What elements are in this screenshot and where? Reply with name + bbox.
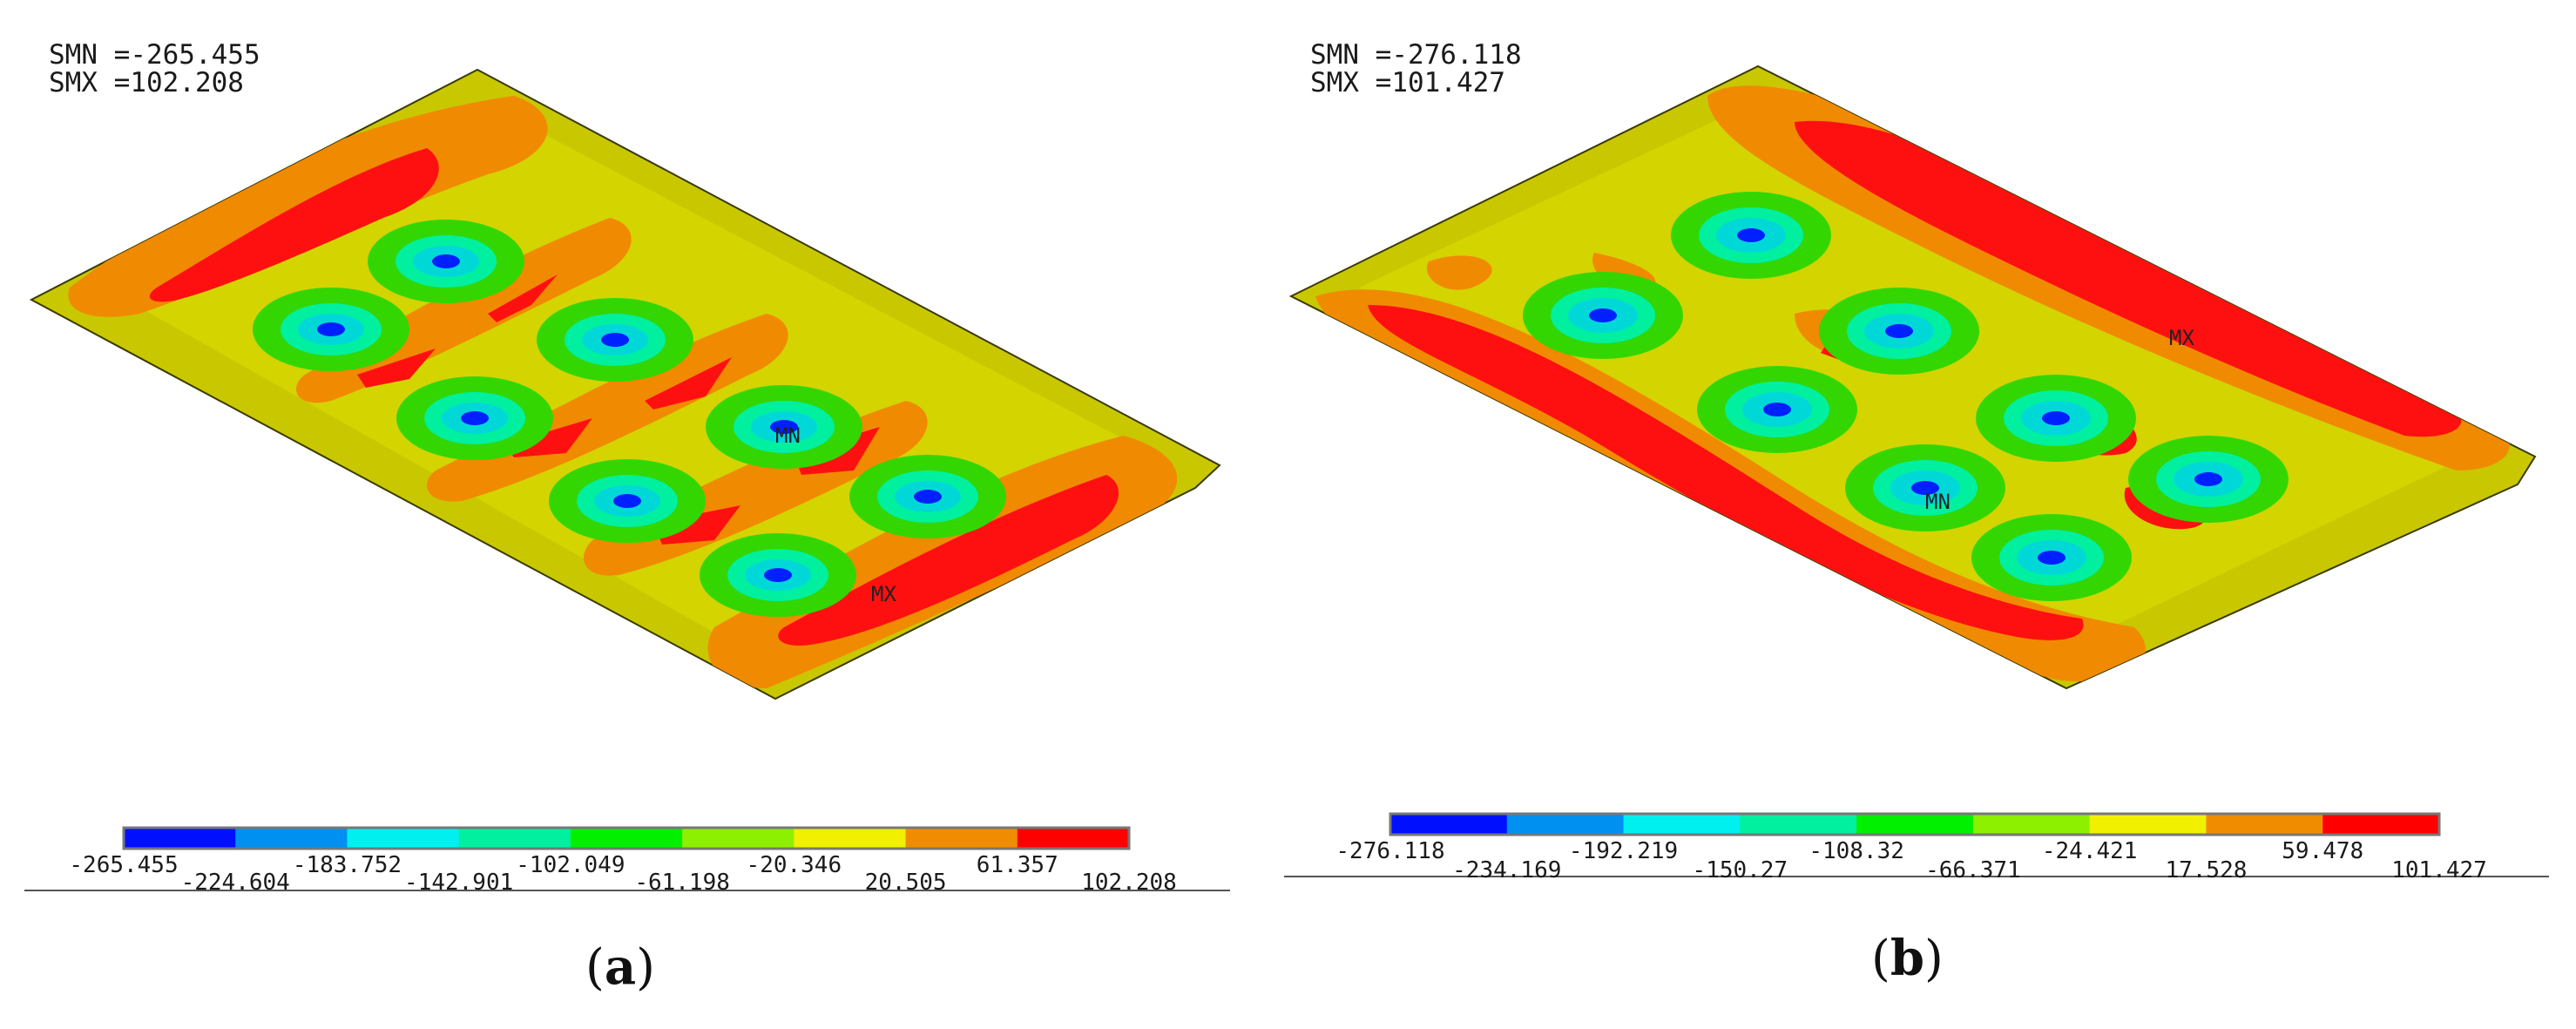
colorbar — [1389, 812, 2441, 836]
colorbar-tick-label: 101.427 — [2391, 857, 2487, 883]
colorbar-segment — [1017, 828, 1130, 849]
smx-label: SMX =101.427 — [1310, 67, 1505, 98]
colorbar-segment — [1506, 814, 1625, 835]
colorbar-tick-label: -108.32 — [1809, 838, 1904, 864]
colorbar-tick-label: 20.505 — [864, 870, 947, 896]
colorbar-tick-label: 61.357 — [976, 852, 1058, 878]
edge-band-top-red — [149, 148, 439, 302]
stress-contour-plot-b: MN MX — [1284, 64, 2549, 877]
colorbar-segment — [1390, 814, 1508, 835]
colorbar-segment — [905, 828, 1018, 849]
contour-panel-a: SMN =-265.455 SMX =102.208 — [0, 0, 1254, 1029]
edge-band-bottom-red — [778, 475, 1119, 646]
stress-wells — [253, 220, 1006, 617]
colorbar-tick-label: -142.901 — [404, 870, 514, 896]
edge-band-left-red — [1368, 305, 2084, 640]
max-marker: MX — [871, 582, 896, 606]
colorbar-segment — [1972, 814, 2091, 835]
colorbar-segment — [235, 828, 348, 849]
colorbar-tick-label: -234.169 — [1452, 857, 1562, 883]
colorbar-frame — [1389, 812, 2441, 836]
colorbar-tick-label: 17.528 — [2165, 857, 2248, 883]
colorbar-tick-label: -224.604 — [180, 870, 290, 896]
smn-label: SMN =-265.455 — [49, 39, 260, 71]
colorbar-tick-label: -102.049 — [516, 852, 625, 878]
min-marker: MN — [775, 423, 801, 448]
colorbar-tick-label: -20.346 — [746, 852, 842, 878]
colorbar-segment — [570, 828, 683, 849]
colorbar-tick-label: -24.421 — [2041, 838, 2138, 864]
colorbar-segment — [347, 828, 460, 849]
colorbar-segment — [794, 828, 907, 849]
smn-label: SMN =-276.118 — [1310, 39, 1522, 71]
stress-wells — [1523, 192, 2289, 601]
max-marker: MX — [2169, 326, 2194, 350]
colorbar-tick-label: 59.478 — [2282, 838, 2364, 864]
colorbar-tick-label: -150.27 — [1692, 857, 1788, 883]
colorbar-tick-label: -265.455 — [69, 852, 179, 878]
stress-contour-plot-a: MN MX — [24, 68, 1230, 891]
colorbar-segment — [682, 828, 794, 849]
contour-panel-b: SMN =-276.118 SMX =101.427 — [1254, 0, 2576, 1029]
edge-band-right-red — [1795, 120, 2462, 437]
colorbar-tick-label: -61.198 — [634, 870, 730, 896]
colorbar-segment — [124, 828, 236, 849]
colorbar — [122, 826, 1131, 850]
colorbar-tick-label: -192.219 — [1568, 838, 1679, 864]
colorbar-segment — [458, 828, 571, 849]
colorbar-segment — [1740, 814, 1857, 835]
caption-a: (a) — [585, 938, 656, 996]
colorbar-tick-label: -66.371 — [1925, 857, 2021, 883]
colorbar-tick-label: -276.118 — [1335, 838, 1445, 864]
colorbar-segment — [2322, 814, 2440, 835]
colorbar-segment — [1856, 814, 1974, 835]
colorbar-frame — [122, 826, 1131, 850]
caption-b: (b) — [1871, 930, 1944, 987]
colorbar-segment — [2089, 814, 2207, 835]
colorbar-tick-label: 102.208 — [1081, 870, 1177, 896]
colorbar-segment — [1623, 814, 1741, 835]
colorbar-segment — [2206, 814, 2323, 835]
smx-label: SMX =102.208 — [49, 67, 244, 98]
colorbar-tick-label: -183.752 — [292, 852, 402, 878]
min-marker: MN — [1925, 490, 1951, 514]
